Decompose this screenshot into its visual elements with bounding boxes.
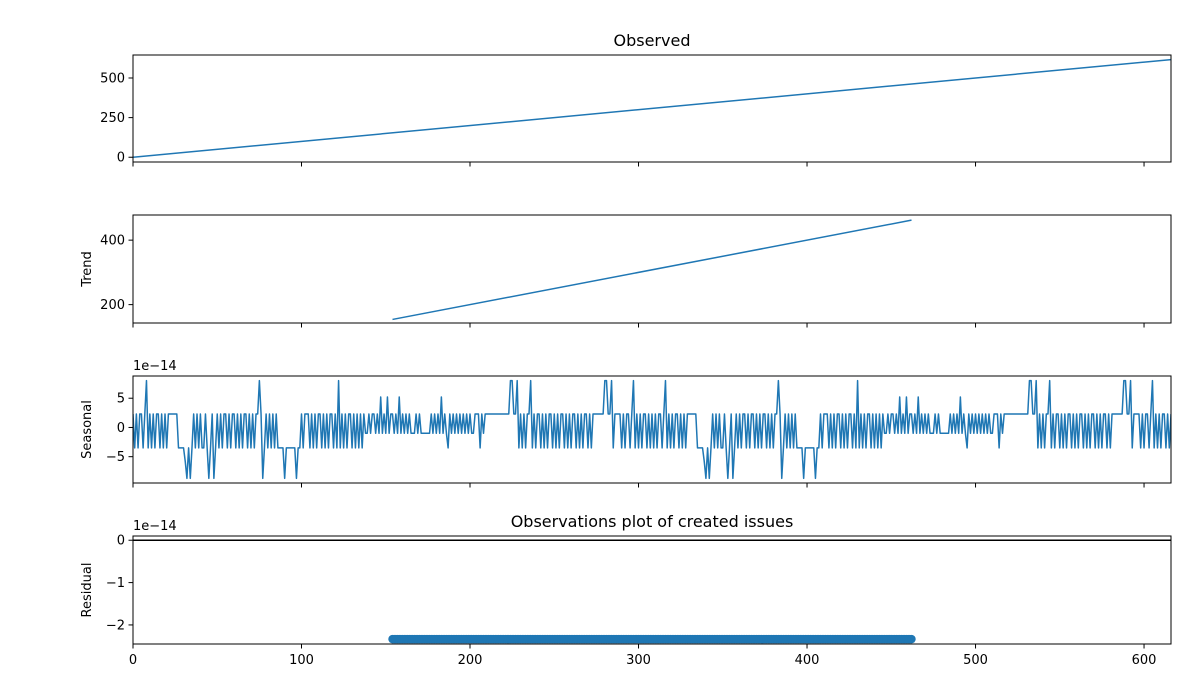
y-tick-label: 0 [117, 534, 125, 549]
y-tick-label: 500 [100, 71, 125, 86]
y-tick-label: 250 [100, 111, 125, 126]
panel-trend: 200 400 Trend [80, 214, 1172, 328]
y-tick-label: −1 [106, 576, 125, 591]
residual-axes-frame [132, 535, 1172, 645]
trend-axes-frame [132, 214, 1172, 324]
observed-line [133, 58, 1171, 158]
y-tick-label: 0 [117, 421, 125, 436]
x-tick-label: 500 [963, 653, 988, 668]
seasonal-data [133, 379, 1171, 480]
residual-ylabel: Residual [80, 563, 95, 618]
x-tick-label: 0 [129, 653, 137, 668]
trend-ylabel: Trend [80, 251, 95, 288]
residual-title: Observations plot of created issues [511, 512, 794, 531]
residual-data [133, 539, 1171, 644]
observed-data [133, 58, 1171, 158]
y-tick-label: 5 [117, 392, 125, 407]
seasonal-offset-label: 1e−14 [133, 359, 177, 374]
seasonal-axes-frame [132, 375, 1172, 484]
seasonal-line [133, 379, 1171, 480]
x-tick-label: 100 [289, 653, 314, 668]
trend-data [392, 219, 912, 321]
y-tick-label: −5 [106, 450, 125, 465]
residual-point [907, 634, 916, 644]
y-tick-label: 200 [100, 298, 125, 313]
y-tick-label: −2 [106, 618, 125, 633]
seasonal-ylabel: Seasonal [80, 400, 95, 459]
y-tick-label: 0 [117, 151, 125, 166]
residual-offset-label: 1e−14 [133, 519, 177, 534]
panel-seasonal: −5 0 5 Seasonal 1e−14 [80, 359, 1172, 488]
panel-residual: −2 −1 0 0 100 200 300 400 500 600 Observations plo… [80, 512, 1172, 668]
observed-axes-frame [132, 54, 1172, 163]
trend-line [392, 219, 912, 321]
x-tick-label: 300 [626, 653, 651, 668]
observed-title: Observed [614, 31, 691, 50]
x-tick-label: 200 [458, 653, 483, 668]
y-tick-label: 400 [100, 234, 125, 249]
x-tick-label: 400 [795, 653, 820, 668]
x-tick-label: 600 [1132, 653, 1157, 668]
panel-observed: 0 250 500 Observed [100, 31, 1172, 167]
